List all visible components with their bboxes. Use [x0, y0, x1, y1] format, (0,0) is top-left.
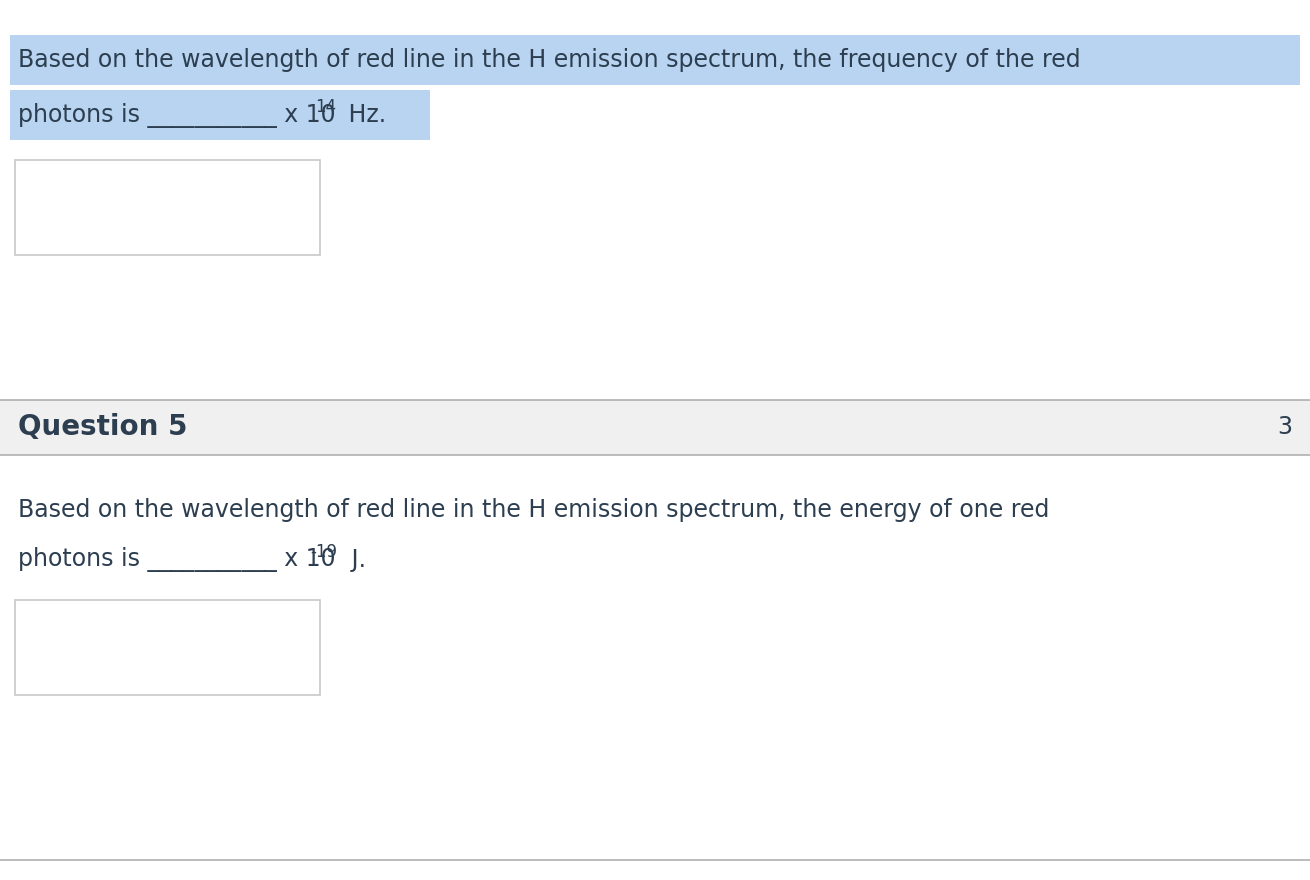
FancyBboxPatch shape	[14, 600, 320, 695]
Text: 14: 14	[314, 98, 337, 116]
Text: photons is ___________ x 10: photons is ___________ x 10	[18, 547, 335, 573]
Text: J.: J.	[345, 548, 365, 572]
FancyBboxPatch shape	[0, 400, 1310, 455]
Text: photons is ___________ x 10: photons is ___________ x 10	[18, 102, 335, 128]
Text: Question 5: Question 5	[18, 413, 187, 441]
Text: Hz.: Hz.	[341, 103, 386, 127]
FancyBboxPatch shape	[14, 160, 320, 255]
FancyBboxPatch shape	[10, 90, 430, 140]
Text: -19: -19	[310, 543, 337, 561]
Text: 3: 3	[1277, 415, 1292, 439]
FancyBboxPatch shape	[10, 35, 1300, 85]
Text: Based on the wavelength of red line in the H emission spectrum, the energy of on: Based on the wavelength of red line in t…	[18, 498, 1049, 522]
Text: Based on the wavelength of red line in the H emission spectrum, the frequency of: Based on the wavelength of red line in t…	[18, 48, 1081, 72]
